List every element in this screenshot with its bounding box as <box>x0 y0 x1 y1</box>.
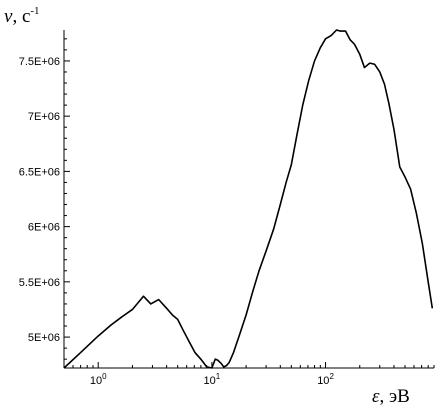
x-minor-ticks <box>63 365 435 368</box>
x-tick-label-0: 100 <box>90 372 107 387</box>
x-axis-unit: эВ <box>389 386 410 407</box>
x-tick-base-2: 10 <box>317 375 329 387</box>
y-axis-title: ν, c-1 <box>4 5 40 27</box>
x-ticks: 100 101 102 <box>90 362 334 387</box>
x-tick-base-1: 10 <box>204 375 216 387</box>
y-axis-separator: , <box>12 6 22 27</box>
y-tick-label-1: 5.5E+06 <box>19 277 60 289</box>
x-tick-exponent-2: 2 <box>329 372 334 381</box>
y-axis-unit: c <box>22 6 30 27</box>
x-tick-base-0: 10 <box>90 375 102 387</box>
axes <box>63 30 434 369</box>
y-ticks: 5E+06 5.5E+06 6E+06 6.5E+06 7E+06 7.5E+06 <box>19 38 70 360</box>
y-tick-label-3: 6.5E+06 <box>19 166 60 178</box>
x-tick-exponent-1: 1 <box>216 372 221 381</box>
x-tick-label-2: 102 <box>317 372 334 387</box>
x-axis-symbol: ε <box>372 386 380 407</box>
y-tick-label-4: 7E+06 <box>28 111 60 123</box>
x-tick-label-1: 101 <box>204 372 221 387</box>
x-axis-title: ε, эВ <box>372 386 410 407</box>
y-tick-label-0: 5E+06 <box>28 332 60 344</box>
x-tick-exponent-0: 0 <box>102 372 107 381</box>
y-axis-symbol: ν <box>4 6 13 27</box>
y-tick-label-2: 6E+06 <box>28 222 60 234</box>
series-layer <box>63 29 434 369</box>
x-axis-separator: , <box>380 386 390 407</box>
series-line-0 <box>63 29 434 369</box>
y-tick-label-5: 7.5E+06 <box>19 56 60 68</box>
y-axis-unit-exponent: -1 <box>30 5 39 17</box>
